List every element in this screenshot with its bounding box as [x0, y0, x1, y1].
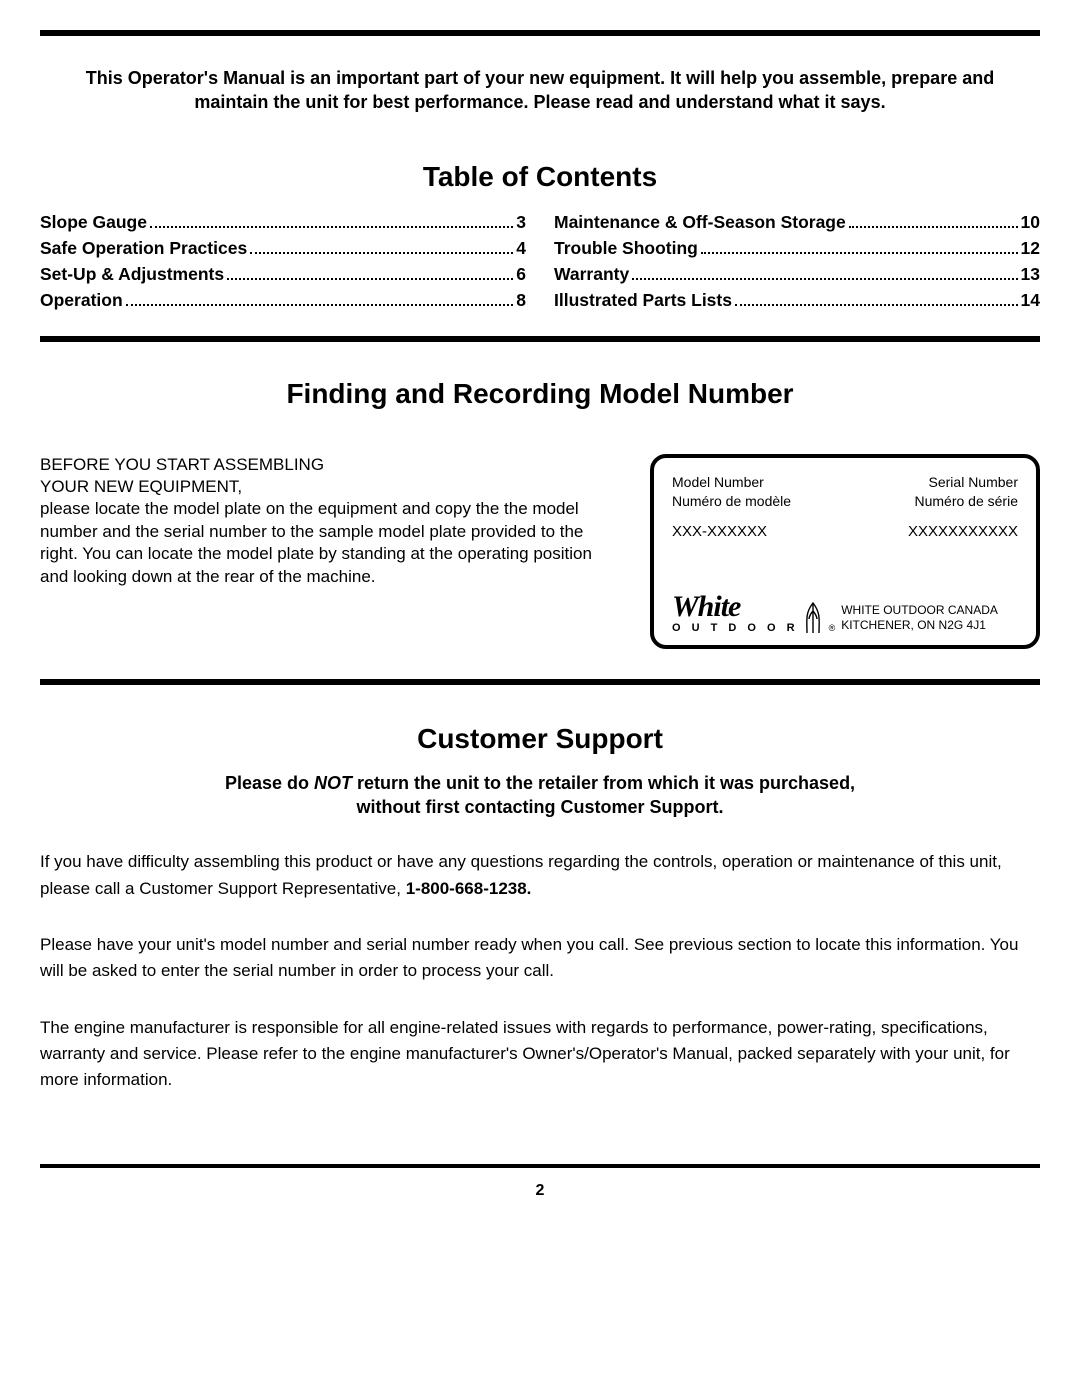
toc-leader-dots: [250, 252, 513, 254]
plate-model-value: XXX-XXXXXX: [672, 523, 767, 540]
toc-row: Maintenance & Off-Season Storage 10: [554, 209, 1040, 235]
page-number: 2: [40, 1182, 1040, 1200]
toc-page: 12: [1021, 235, 1040, 261]
support-lead-line2: without first contacting Customer Suppor…: [357, 797, 724, 817]
support-paragraph: If you have difficulty assembling this p…: [40, 849, 1040, 902]
toc-row: Slope Gauge 3: [40, 209, 526, 235]
toc-page: 8: [516, 287, 526, 313]
leaf-icon: [801, 601, 825, 635]
plate-model-label-fr: Numéro de modèle: [672, 493, 791, 511]
toc-label: Set-Up & Adjustments: [40, 261, 224, 287]
brand-addr-line: WHITE OUTDOOR CANADA: [841, 603, 998, 618]
toc-leader-dots: [735, 304, 1018, 306]
toc-label: Safe Operation Practices: [40, 235, 247, 261]
intro-paragraph: This Operator's Manual is an important p…: [40, 36, 1040, 143]
support-section: Customer Support Please do NOT return th…: [40, 685, 1040, 1164]
support-lead-pre: Please do: [225, 773, 314, 793]
toc-label: Slope Gauge: [40, 209, 147, 235]
toc-row: Operation 8: [40, 287, 526, 313]
toc-row: Safe Operation Practices 4: [40, 235, 526, 261]
toc-title: Table of Contents: [40, 161, 1040, 193]
toc-label: Operation: [40, 287, 123, 313]
toc-page: 3: [516, 209, 526, 235]
toc-leader-dots: [701, 252, 1018, 254]
toc-leader-dots: [227, 278, 513, 280]
plate-brand: White O U T D O O R ® WHITE OUTDOOR CANA…: [672, 593, 1022, 634]
toc-row: Warranty 13: [554, 261, 1040, 287]
support-lead: Please do NOT return the unit to the ret…: [40, 771, 1040, 820]
finding-caps-line: BEFORE YOU START ASSEMBLING: [40, 454, 620, 476]
toc-col-right: Maintenance & Off-Season Storage 10 Trou…: [554, 209, 1040, 314]
toc-col-left: Slope Gauge 3 Safe Operation Practices 4…: [40, 209, 526, 314]
toc-page: 14: [1021, 287, 1040, 313]
finding-caps-line: YOUR NEW EQUIPMENT,: [40, 476, 620, 498]
model-plate: Model Number Serial Number Numéro de mod…: [650, 454, 1040, 649]
brand-sub-text: O U T D O O R: [672, 622, 799, 634]
toc-label: Trouble Shooting: [554, 235, 698, 261]
toc-row: Illustrated Parts Lists 14: [554, 287, 1040, 313]
support-phone: 1-800-668-1238.: [406, 879, 532, 898]
support-title: Customer Support: [40, 723, 1040, 755]
toc-leader-dots: [849, 226, 1018, 228]
brand-addr-line: KITCHENER, ON N2G 4J1: [841, 618, 998, 633]
plate-serial-label-en: Serial Number: [929, 474, 1018, 492]
toc-leader-dots: [150, 226, 513, 228]
toc-row: Trouble Shooting 12: [554, 235, 1040, 261]
support-lead-post: return the unit to the retailer from whi…: [352, 773, 855, 793]
finding-title: Finding and Recording Model Number: [40, 378, 1040, 410]
support-paragraph: Please have your unit's model number and…: [40, 932, 1040, 985]
toc-label: Illustrated Parts Lists: [554, 287, 732, 313]
finding-body-text: please locate the model plate on the equ…: [40, 499, 592, 585]
toc-leader-dots: [126, 304, 514, 306]
toc-leader-dots: [632, 278, 1017, 280]
brand-logo-text: White: [672, 593, 799, 620]
support-lead-not: NOT: [314, 773, 352, 793]
toc-page: 13: [1021, 261, 1040, 287]
plate-serial-label-fr: Numéro de série: [915, 493, 1019, 511]
toc-label: Maintenance & Off-Season Storage: [554, 209, 846, 235]
toc-page: 6: [516, 261, 526, 287]
plate-serial-value: XXXXXXXXXXX: [908, 523, 1018, 540]
brand-registered: ®: [829, 623, 836, 633]
toc-row: Set-Up & Adjustments 6: [40, 261, 526, 287]
toc-page: 4: [516, 235, 526, 261]
finding-section: Finding and Recording Model Number BEFOR…: [40, 342, 1040, 679]
bottom-rule: [40, 1164, 1040, 1168]
plate-model-label-en: Model Number: [672, 474, 764, 492]
toc-label: Warranty: [554, 261, 629, 287]
support-paragraph: The engine manufacturer is responsible f…: [40, 1015, 1040, 1094]
toc: Slope Gauge 3 Safe Operation Practices 4…: [40, 209, 1040, 336]
toc-page: 10: [1021, 209, 1040, 235]
finding-text: BEFORE YOU START ASSEMBLING YOUR NEW EQU…: [40, 454, 620, 649]
